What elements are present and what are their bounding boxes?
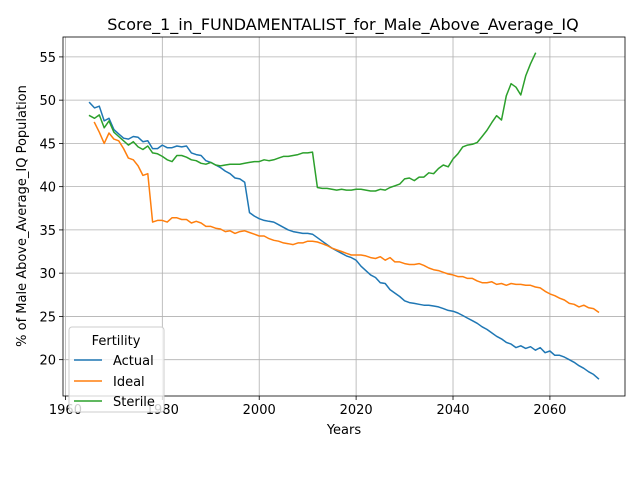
y-axis-label: % of Male Above_Average_IQ Population	[15, 85, 30, 347]
y-tick-label: 25	[39, 310, 56, 325]
x-axis-label: Years	[326, 423, 362, 438]
series-line-ideal	[93, 121, 600, 314]
legend-label-sterile: Sterile	[113, 395, 155, 410]
x-tick-label: 2020	[340, 403, 373, 418]
legend-label-ideal: Ideal	[113, 375, 145, 390]
y-tick-label: 50	[39, 94, 56, 109]
y-tick-label: 30	[39, 267, 56, 282]
y-axis-ticks: 20 25 30 35 40 45 50 55	[39, 51, 63, 369]
y-tick-label: 45	[39, 137, 56, 152]
legend-title: Fertility	[92, 334, 141, 349]
grid	[63, 37, 625, 396]
legend-label-actual: Actual	[113, 354, 154, 369]
x-tick-label: 2000	[243, 403, 276, 418]
y-tick-label: 20	[39, 354, 56, 369]
x-tick-label: 2040	[436, 403, 469, 418]
plot-frame	[62, 36, 626, 397]
series-line-actual	[88, 101, 600, 380]
chart-title: Score_1_in_FUNDAMENTALIST_for_Male_Above…	[107, 15, 578, 35]
legend: Fertility Actual Ideal Sterile	[68, 326, 165, 413]
y-tick-label: 40	[39, 181, 56, 196]
y-tick-label: 35	[39, 224, 56, 239]
y-tick-label: 55	[39, 51, 56, 66]
series-line-sterile	[88, 52, 537, 192]
series-lines	[88, 52, 600, 380]
legend-box	[68, 326, 165, 413]
x-tick-label: 2060	[533, 403, 566, 418]
